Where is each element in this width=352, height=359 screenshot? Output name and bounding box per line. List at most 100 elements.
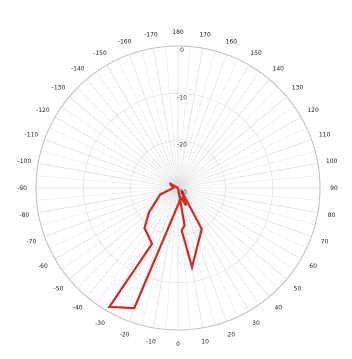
grid-spoke bbox=[165, 46, 179, 189]
grid-spoke bbox=[77, 87, 179, 189]
grid-spoke bbox=[177, 87, 279, 189]
grid-spoke bbox=[38, 187, 179, 213]
angle-tick-label: 100 bbox=[326, 158, 338, 165]
grid-spoke bbox=[61, 106, 179, 189]
grid-spoke bbox=[177, 71, 260, 189]
grid-spoke bbox=[129, 54, 179, 189]
data-point bbox=[200, 228, 203, 230]
data-point bbox=[177, 187, 179, 189]
grid-spoke bbox=[177, 187, 260, 305]
grid-spoke bbox=[153, 48, 179, 189]
angle-tick-label: -30 bbox=[95, 320, 105, 327]
angle-tick-label: -170 bbox=[144, 31, 158, 38]
grid-spoke bbox=[44, 139, 179, 189]
grid-spoke bbox=[177, 187, 318, 213]
grid-spoke bbox=[177, 96, 287, 189]
data-point bbox=[178, 201, 181, 203]
grid-spoke bbox=[96, 71, 179, 189]
grid-spoke bbox=[177, 187, 320, 201]
angle-tick-label: -50 bbox=[54, 285, 64, 292]
data-point bbox=[151, 242, 153, 245]
angle-tick-label: 70 bbox=[321, 238, 329, 245]
grid-spoke bbox=[177, 187, 295, 270]
angle-tick-label: 50 bbox=[294, 285, 302, 292]
grid-spoke bbox=[177, 64, 250, 189]
grid-spoke bbox=[77, 187, 179, 289]
grid-spoke bbox=[177, 187, 227, 322]
angle-tick-label: 80 bbox=[328, 212, 336, 219]
grid-spoke bbox=[96, 187, 179, 305]
data-point bbox=[172, 187, 175, 189]
grid-spoke bbox=[177, 187, 191, 330]
angle-tick-label: -40 bbox=[73, 305, 83, 312]
grid-spoke bbox=[49, 187, 179, 249]
angle-tick-label: 160 bbox=[226, 38, 238, 45]
grid-spoke bbox=[177, 50, 216, 189]
polar-grid bbox=[35, 45, 321, 331]
grid-spoke bbox=[117, 187, 179, 317]
angle-tick-label: 90 bbox=[330, 185, 338, 192]
grid-spoke bbox=[54, 116, 179, 189]
grid-spoke bbox=[177, 163, 318, 189]
angle-tick-label: -120 bbox=[36, 107, 50, 114]
grid-spoke bbox=[40, 187, 179, 226]
grid-spoke bbox=[177, 187, 279, 289]
grid-spoke bbox=[177, 116, 302, 189]
grid-spoke bbox=[177, 150, 316, 189]
data-point bbox=[183, 224, 186, 227]
grid-spoke bbox=[40, 150, 179, 189]
series-line bbox=[107, 182, 203, 310]
grid-spoke bbox=[86, 79, 179, 189]
data-point bbox=[169, 182, 171, 185]
grid-spoke bbox=[69, 96, 179, 189]
grid-spoke bbox=[177, 59, 239, 189]
angle-tick-label: -80 bbox=[19, 212, 29, 219]
data-point bbox=[148, 211, 150, 214]
angle-tick-label: 150 bbox=[250, 50, 262, 57]
grid-spoke bbox=[86, 187, 179, 297]
angle-tick-label: -10 bbox=[146, 339, 156, 346]
angle-tick-label: 60 bbox=[309, 263, 317, 270]
grid-spoke bbox=[177, 54, 227, 189]
grid-spoke bbox=[177, 187, 302, 260]
radial-tick-label: -10 bbox=[177, 94, 187, 101]
grid-spoke bbox=[106, 187, 179, 312]
radial-tick-label: 0 bbox=[180, 47, 184, 54]
grid-spoke bbox=[177, 175, 320, 189]
grid-spoke bbox=[36, 175, 179, 189]
grid-spoke bbox=[140, 50, 179, 189]
grid-spoke bbox=[177, 187, 307, 249]
grid-spoke bbox=[177, 106, 295, 189]
angle-tick-label: 140 bbox=[273, 65, 285, 72]
grid-spoke bbox=[140, 187, 179, 326]
grid-spoke bbox=[38, 163, 179, 189]
angle-tick-label: 0 bbox=[176, 341, 180, 348]
grid-spoke bbox=[44, 187, 179, 237]
angle-tick-label: 170 bbox=[199, 31, 211, 38]
grid-spoke bbox=[177, 48, 203, 189]
label-layer: 0 10 20 30 40 50 60 70 80 90 100 110 120 130 140 150 160… bbox=[17, 29, 338, 348]
grid-spoke bbox=[69, 187, 179, 280]
angle-tick-label: 40 bbox=[274, 305, 282, 312]
grid-spoke bbox=[177, 46, 191, 189]
data-point bbox=[180, 229, 183, 232]
grid-spoke bbox=[177, 187, 287, 280]
grid-spoke bbox=[61, 187, 179, 270]
angle-tick-label: -110 bbox=[25, 132, 39, 139]
grid-spoke bbox=[177, 139, 312, 189]
angle-tick-label: -160 bbox=[118, 38, 132, 45]
angle-tick-label: -20 bbox=[120, 332, 130, 339]
angle-tick-label: -100 bbox=[18, 158, 32, 165]
grid-spoke bbox=[177, 127, 307, 189]
grid-spoke bbox=[153, 187, 179, 328]
grid-spoke bbox=[49, 127, 179, 189]
grid-spoke bbox=[177, 187, 216, 326]
data-point bbox=[159, 193, 162, 196]
angle-tick-label: 110 bbox=[319, 132, 331, 139]
angle-tick-label: -70 bbox=[27, 238, 37, 245]
data-point bbox=[191, 266, 193, 269]
angle-tick-label: 180 bbox=[172, 29, 184, 36]
radial-tick-label: -20 bbox=[177, 142, 187, 149]
angle-tick-label: -130 bbox=[52, 85, 66, 92]
